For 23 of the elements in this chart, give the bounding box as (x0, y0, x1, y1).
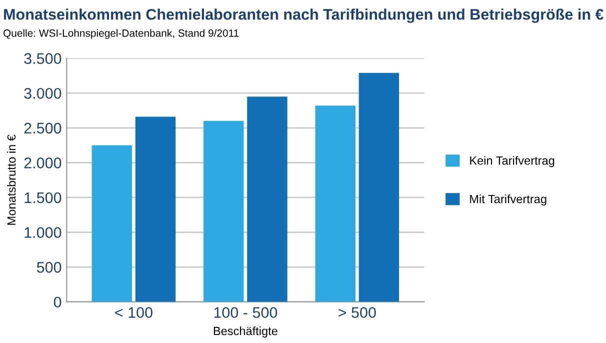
legend-label: Mit Tarifvertrag (470, 194, 546, 206)
x-tick-label: 100 - 500 (214, 307, 278, 318)
y-tick-label: 3.500 (24, 53, 62, 64)
legend-label: Kein Tarifvertrag (470, 156, 554, 168)
bar (135, 116, 176, 302)
y-tick-label: 1.000 (24, 227, 62, 238)
y-axis-title: Monatsbrutto in € (7, 134, 16, 225)
source-note: Quelle: WSI-Lohnspiegel-Datenbank, Stand 9/2011 (4, 29, 239, 39)
y-tick-label: 3.000 (24, 88, 62, 99)
bar (315, 106, 356, 302)
bar (92, 145, 132, 302)
y-tick-label: 2.500 (24, 122, 62, 134)
y-tick-label: 500 (36, 262, 62, 273)
bar (247, 96, 288, 302)
bar (204, 120, 244, 302)
y-tick-label: 2.000 (24, 158, 62, 168)
x-tick-label: < 100 (115, 307, 152, 318)
x-axis-title: Beschäftigte (214, 326, 278, 338)
x-tick-label: > 500 (338, 307, 376, 318)
chart-title: Monatseinkommen Chemielaboranten nach Tarifbindungen und Betriebsgröße in € (4, 8, 604, 23)
y-tick-label: 1.500 (24, 192, 62, 204)
bar (358, 72, 400, 302)
y-tick-label: 0 (54, 296, 62, 308)
